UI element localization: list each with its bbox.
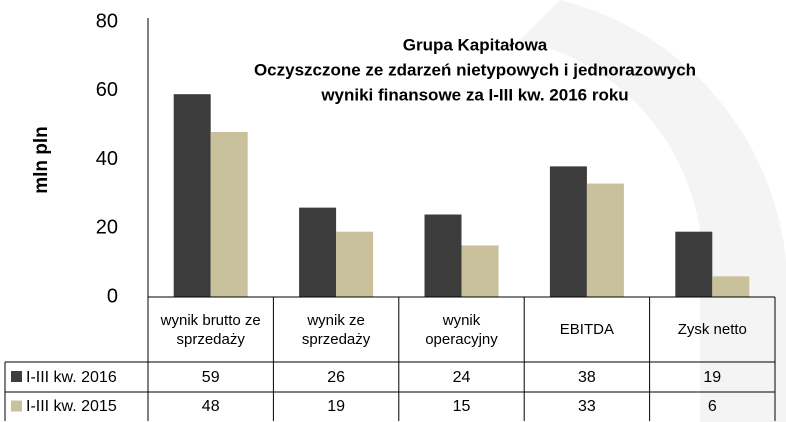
y-axis-label: mln pln (31, 126, 52, 194)
bar (210, 132, 248, 297)
legend-swatch (11, 400, 22, 412)
table-value: 48 (201, 398, 220, 415)
y-tick-label: 40 (96, 148, 118, 170)
bar (299, 207, 337, 297)
table-value: 24 (452, 368, 471, 386)
category-label: EBITDA (559, 321, 614, 338)
table-value: 26 (327, 368, 345, 386)
bar (586, 183, 624, 297)
legend-label: I-III kw. 2016 (26, 368, 117, 386)
y-tick-label: 60 (96, 79, 118, 101)
chart-title: Oczyszczone ze zdarzeń nietypowych i jed… (254, 60, 696, 79)
category-label: wynik ze sprzedaży (301, 311, 371, 348)
bar (461, 245, 499, 297)
bar (336, 231, 374, 297)
table-value: 59 (201, 368, 220, 386)
y-tick-label: 0 (107, 285, 118, 307)
bar (712, 276, 750, 297)
bar (549, 166, 587, 297)
table-value: 15 (452, 398, 471, 415)
chart-title: Grupa Kapitałowa (403, 35, 548, 54)
legend-label: I-III kw. 2015 (26, 398, 117, 415)
chart-title: wyniki finansowe za I-III kw. 2016 roku (320, 85, 628, 104)
table-value: 19 (703, 368, 722, 386)
legend-swatch (11, 371, 22, 382)
category-label: Zysk netto (677, 321, 747, 338)
watermark (520, 0, 786, 422)
category-label: wynik operacyjny (425, 311, 498, 348)
table-value: 19 (327, 398, 345, 415)
table-value: 33 (577, 398, 596, 415)
category-label: wynik brutto ze sprzedaży (160, 311, 261, 348)
y-tick-label: 20 (96, 217, 118, 239)
bar (173, 94, 211, 297)
table-value: 6 (707, 398, 717, 415)
bar (424, 214, 462, 297)
y-tick-label: 80 (96, 10, 118, 32)
table-value: 38 (577, 368, 596, 386)
bar (675, 231, 713, 297)
